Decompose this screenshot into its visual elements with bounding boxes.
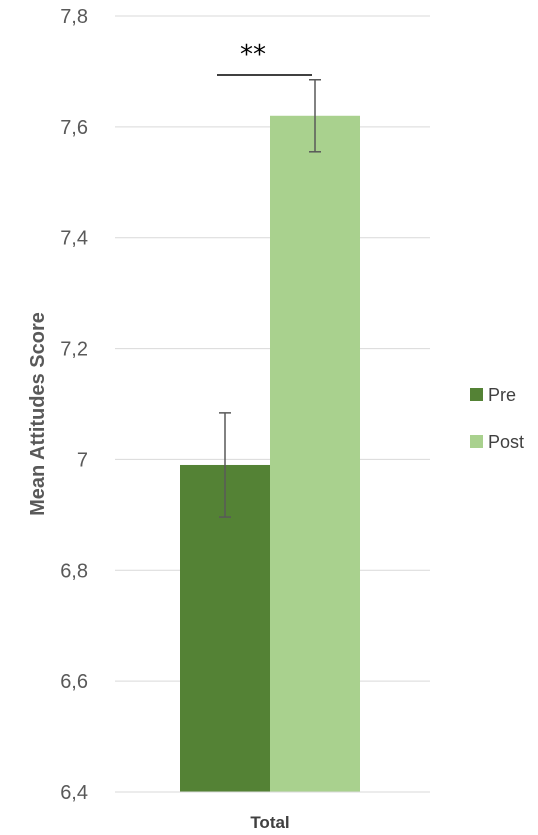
error-bars (219, 78, 321, 518)
legend-label-post: Post (488, 432, 524, 452)
legend-swatch-post (470, 435, 483, 448)
significance-annotation: ** (240, 40, 266, 70)
y-tick-label: 7,2 (60, 339, 88, 361)
y-tick-label: 7,6 (60, 117, 88, 139)
category-label: Total (250, 813, 289, 832)
y-tick-label: 7 (77, 449, 88, 471)
bar-post (270, 115, 360, 793)
y-tick-label: 6,8 (60, 560, 88, 582)
y-tick-label: 6,6 (60, 671, 88, 693)
y-axis-ticks: 7,8 7,6 7,4 7,2 7 6,8 6,6 6,4 (60, 6, 88, 804)
y-tick-label: 7,4 (60, 228, 88, 250)
bar-pre (180, 464, 270, 792)
legend: Pre Post (470, 385, 524, 452)
y-tick-label: 7,8 (60, 6, 88, 28)
legend-label-pre: Pre (488, 385, 516, 405)
legend-swatch-pre (470, 388, 483, 401)
y-tick-label: 6,4 (60, 782, 88, 804)
y-axis-title: Mean Attitudes Score (27, 312, 49, 516)
bars (180, 115, 360, 793)
